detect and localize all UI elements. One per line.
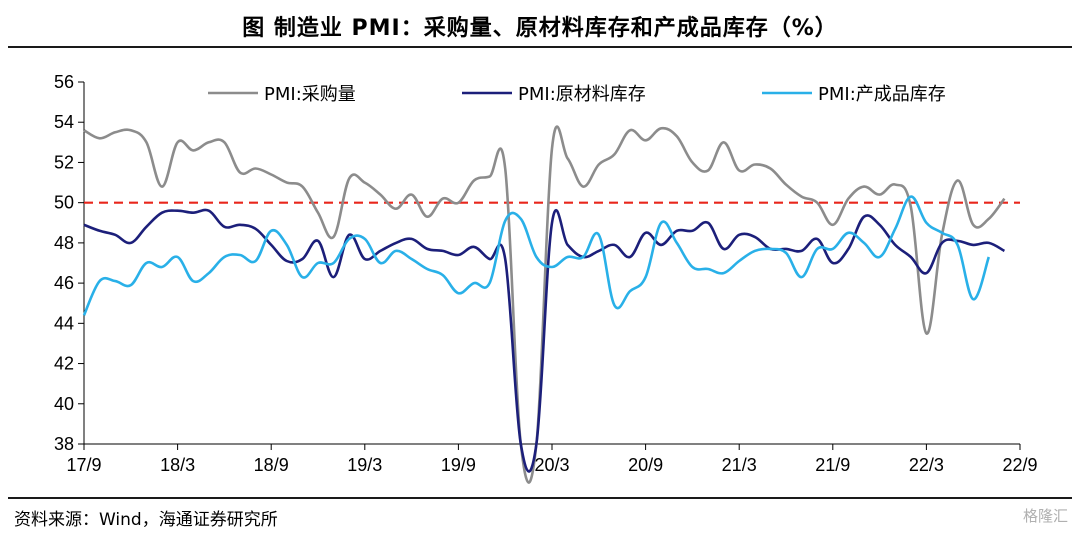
y-tick-label: 44 <box>54 313 74 333</box>
y-tick-label: 48 <box>54 233 74 253</box>
legend-label-finished-goods-inventory: PMI:产成品库存 <box>818 84 946 105</box>
x-tick-label: 20/9 <box>628 455 663 475</box>
x-tick-label: 19/9 <box>441 455 476 475</box>
chart-title: 图 制造业 PMI：采购量、原材料库存和产成品库存（%） <box>242 16 838 41</box>
x-tick-label: 19/3 <box>347 455 382 475</box>
y-tick-label: 56 <box>54 72 74 92</box>
series-line-raw-material-inventory <box>83 208 1006 473</box>
y-tick-label: 54 <box>54 112 74 132</box>
source-note: 资料来源：Wind，海通证券研究所 <box>14 510 278 530</box>
x-tick-label: 21/9 <box>815 455 850 475</box>
y-tick-label: 46 <box>54 273 74 293</box>
y-tick-label: 38 <box>54 434 74 454</box>
y-tick-label: 50 <box>54 193 74 213</box>
x-tick-label: 22/9 <box>1002 455 1037 475</box>
y-tick-label: 40 <box>54 394 74 414</box>
x-tick-label: 21/3 <box>722 455 757 475</box>
x-tick-label: 22/3 <box>909 455 944 475</box>
series-line-finished-goods-inventory <box>82 195 991 316</box>
series-lines <box>82 125 1006 484</box>
legend: PMI:采购量 PMI:原材料库存 PMI:产成品库存 <box>208 84 946 105</box>
x-tick-label: 17/9 <box>66 455 101 475</box>
x-tick-label: 18/9 <box>254 455 289 475</box>
watermark: 格隆汇 <box>1022 507 1068 525</box>
chart-axes: 38 40 42 44 46 48 50 52 54 56 17/9 18/3 18/9 19/3 19/9… <box>54 72 1038 475</box>
series-line-purchase-volume <box>83 125 1006 484</box>
legend-label-raw-material-inventory: PMI:原材料库存 <box>518 84 646 105</box>
legend-label-purchase-volume: PMI:采购量 <box>264 84 356 105</box>
x-tick-label: 20/3 <box>534 455 569 475</box>
y-tick-label: 52 <box>54 152 74 172</box>
x-tick-label: 18/3 <box>160 455 195 475</box>
pmi-line-chart: 38 40 42 44 46 48 50 52 54 56 17/9 18/3 18/9 19/3 19/9… <box>54 72 1038 484</box>
title-rule <box>8 46 1072 48</box>
title-bar: 图 制造业 PMI：采购量、原材料库存和产成品库存（%） <box>0 0 1080 50</box>
y-tick-label: 42 <box>54 354 74 374</box>
source-rule <box>8 497 1072 499</box>
